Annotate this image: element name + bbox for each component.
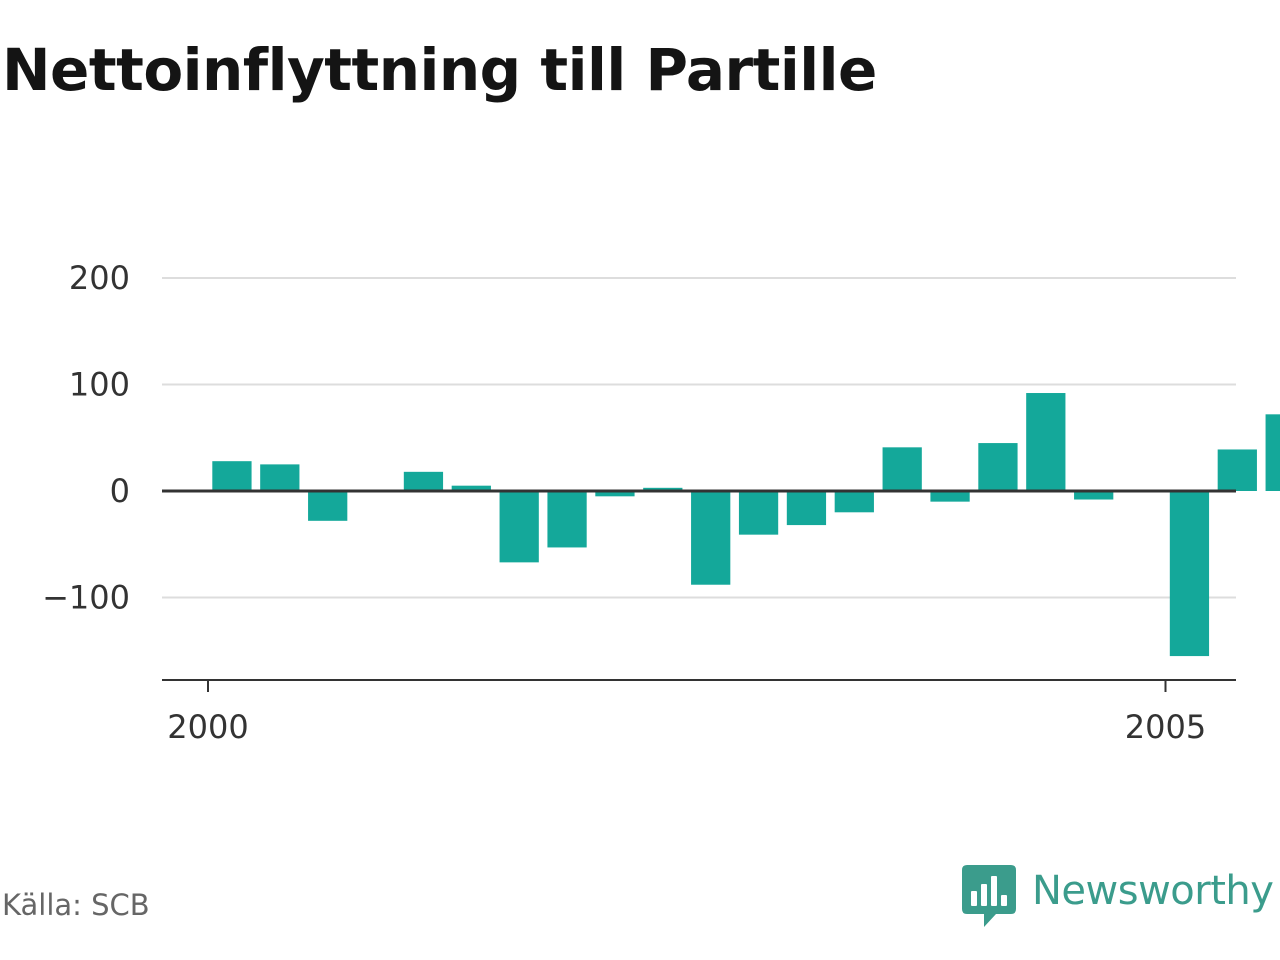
bar — [738, 491, 779, 535]
y-tick-label: 200 — [69, 259, 130, 297]
bar — [882, 447, 922, 491]
bar — [691, 491, 731, 585]
bar — [1217, 449, 1257, 491]
chart-title: Nettoinflyttning till Partille — [2, 36, 877, 104]
bar — [451, 485, 491, 491]
bar — [930, 491, 970, 502]
bar — [308, 491, 348, 521]
brand-name: Newsworthy — [1032, 868, 1274, 914]
bar — [1026, 393, 1066, 491]
y-tick-label: −100 — [42, 579, 130, 617]
bar — [403, 471, 444, 491]
bar — [978, 443, 1018, 491]
bar — [212, 461, 252, 491]
bar — [499, 491, 539, 563]
bar-series — [212, 393, 1280, 657]
bar — [1074, 491, 1114, 500]
y-tick-label: 0 — [110, 472, 130, 510]
y-tick-label: 100 — [69, 366, 130, 404]
gridlines — [162, 277, 1236, 599]
source-label: Källa: SCB — [2, 888, 150, 922]
bar — [1265, 414, 1280, 491]
bar — [786, 491, 827, 526]
bar — [643, 487, 683, 491]
newsworthy-chart-bubble-icon — [962, 865, 1016, 927]
bar — [595, 491, 635, 497]
x-tick-label: 2000 — [167, 708, 248, 746]
bar — [547, 491, 587, 548]
bar — [834, 491, 874, 513]
bar — [1169, 491, 1210, 657]
axes: −1000100200200020052010201520202025 — [42, 259, 1236, 746]
bar — [260, 464, 300, 492]
x-tick-label: 2005 — [1125, 708, 1206, 746]
brand-logo: Newsworthy — [962, 864, 1274, 928]
